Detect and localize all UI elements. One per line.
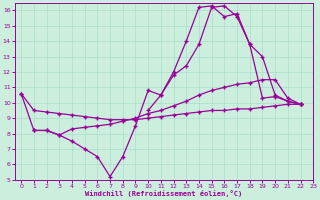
X-axis label: Windchill (Refroidissement éolien,°C): Windchill (Refroidissement éolien,°C) [85,190,243,197]
